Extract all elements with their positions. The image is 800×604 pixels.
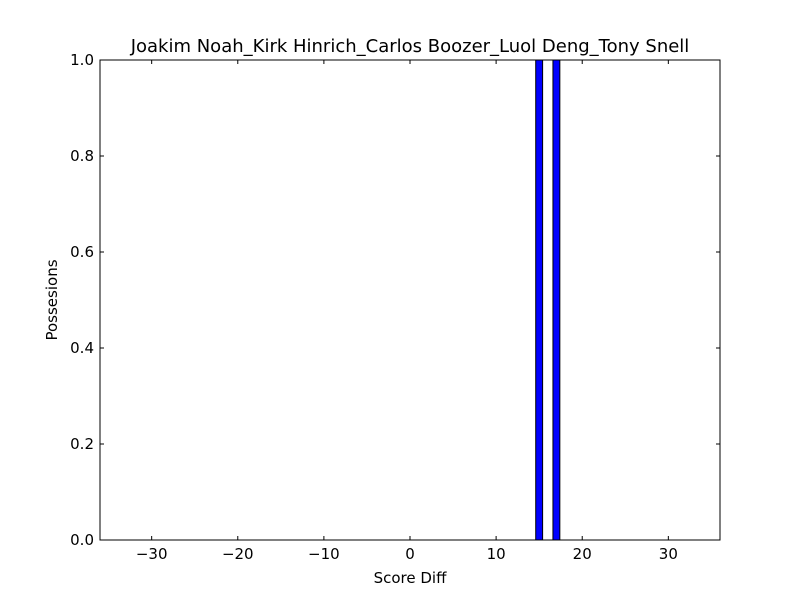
x-tick-label: 30 (659, 545, 678, 563)
bar (552, 59, 561, 541)
chart-title: Joakim Noah_Kirk Hinrich_Carlos Boozer_L… (130, 36, 690, 57)
y-axis-label: Possesions (43, 259, 61, 340)
x-tick-label: −10 (308, 545, 340, 563)
y-tick-label: 0.0 (70, 531, 94, 549)
y-tick-label: 0.6 (70, 243, 94, 261)
x-tick-label: −20 (222, 545, 254, 563)
y-tick-label: 0.4 (70, 339, 94, 357)
x-tick-label: 0 (405, 545, 415, 563)
y-tick-label: 0.8 (70, 147, 94, 165)
bar (535, 59, 544, 541)
plot-area (100, 60, 720, 540)
y-tick-label: 1.0 (70, 51, 94, 69)
y-tick-label: 0.2 (70, 435, 94, 453)
x-tick-label: 20 (573, 545, 592, 563)
x-axis-label: Score Diff (374, 569, 447, 587)
x-tick-label: 10 (487, 545, 506, 563)
ticks-group: −30 −20 −10 0 10 20 30 0.0 0.2 0.4 0.6 0.8 1.0 (70, 51, 720, 563)
x-tick-label: −30 (136, 545, 168, 563)
plot-frame (99, 59, 721, 541)
